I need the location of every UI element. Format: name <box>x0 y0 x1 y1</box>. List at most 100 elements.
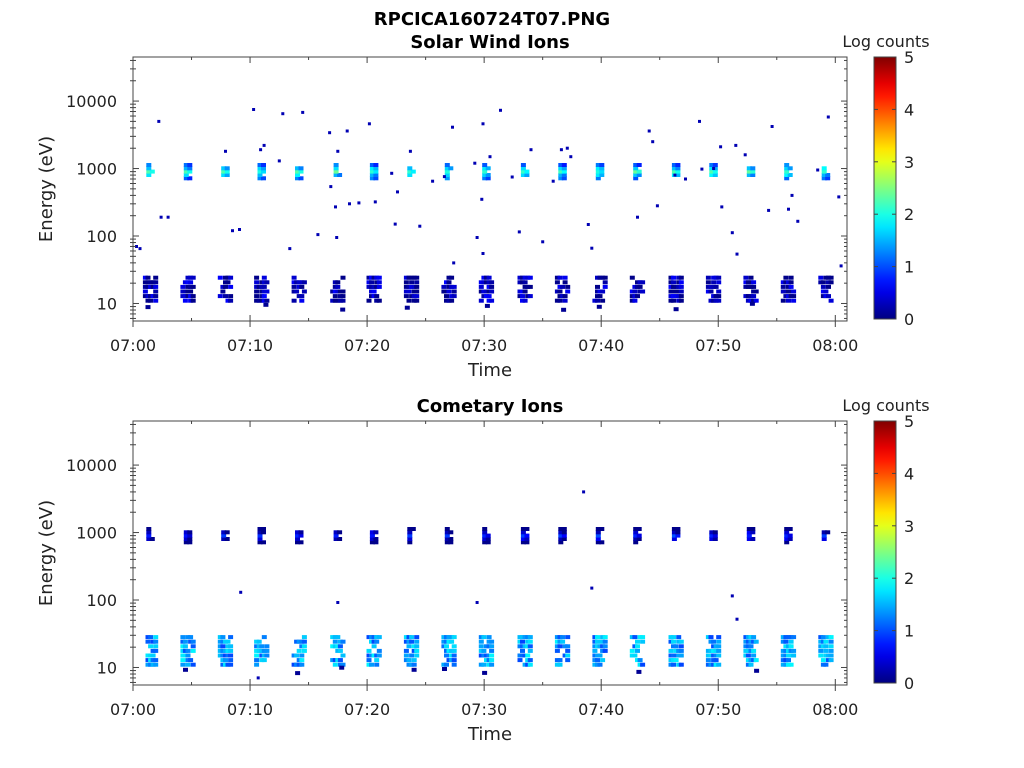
scan-low-cell <box>600 658 606 663</box>
scan-low-cell <box>371 275 377 280</box>
scan-peak-cell <box>295 169 300 174</box>
scan-low-cell <box>786 289 791 294</box>
scan-low-cell <box>554 280 560 285</box>
scan-low-cell <box>560 635 566 640</box>
scan-low-cell <box>254 658 260 663</box>
scan-low-cell <box>150 284 156 289</box>
scan-low-cell <box>522 662 528 667</box>
chart-panel-2: Cometary Ions 07:00 07:10 07:20 07:30 07:40 07… <box>36 396 930 745</box>
scan-low-cell <box>335 280 341 285</box>
scan-low-cell <box>376 284 382 289</box>
scan-low-cell <box>228 658 234 663</box>
scan-low-cell <box>406 639 412 644</box>
scan-peak-cell <box>746 166 752 171</box>
scan-peak-cell <box>675 530 681 535</box>
scan-peak-cell <box>520 173 526 177</box>
scan-low-cell <box>745 644 751 649</box>
scan-peak-cell <box>224 166 230 171</box>
scan-low-cell <box>142 275 148 280</box>
scan-peak-cell <box>482 176 488 181</box>
scan-low-cell <box>264 653 270 658</box>
scan-low-cell <box>635 648 640 653</box>
scan-low-cell <box>481 289 487 294</box>
scan-peak-cell <box>636 163 642 167</box>
scan-peak-cell <box>448 530 454 535</box>
scan-low-cell <box>554 658 560 663</box>
scan-low-cell <box>481 662 487 667</box>
sparse-point <box>238 228 241 231</box>
scan-peak-cell <box>444 173 450 177</box>
scan-peak-cell <box>524 533 530 538</box>
scan-low-cell <box>522 653 528 658</box>
scan-peak-cell <box>485 537 491 541</box>
scan-low-cell <box>444 662 449 667</box>
scan-low-cell <box>818 635 824 640</box>
scan-peak-cell <box>595 530 601 535</box>
scan-low-cell <box>291 275 297 280</box>
scan-low-cell <box>780 639 786 644</box>
scan-peak-cell <box>524 537 530 541</box>
scan-low-cell <box>780 284 786 289</box>
scan-peak-cell <box>333 173 339 177</box>
scan-low-cell <box>301 639 307 644</box>
sparse-point <box>517 230 521 234</box>
sparse-point <box>647 129 651 133</box>
scan-low-cell <box>753 298 759 303</box>
x-tick-label: 07:00 <box>110 336 156 355</box>
scan-peak-cell <box>595 163 601 167</box>
scan-low-cell <box>337 648 343 653</box>
scan-peak-cell <box>257 163 263 167</box>
sparse-point <box>329 185 333 189</box>
scan-peak-cell <box>485 173 491 177</box>
scan-low-cell <box>671 644 676 649</box>
sparse-point <box>138 247 142 251</box>
scan-low-cell <box>414 635 420 640</box>
scan-peak-cell <box>149 537 155 541</box>
scan-low-cell <box>786 284 791 289</box>
scan-peak-cell <box>558 537 564 541</box>
scan-low-cell <box>153 294 159 299</box>
scan-low-cell <box>449 275 455 280</box>
scan-low-cell <box>565 289 571 294</box>
scan-peak-cell <box>183 163 189 167</box>
scan-low-cell <box>676 639 682 644</box>
scan-low-cell <box>791 298 797 303</box>
scan-low-cell <box>671 284 676 289</box>
scan-low-cell <box>374 639 380 644</box>
scan-peak-cell <box>671 533 677 538</box>
scan-peak-cell <box>261 176 266 181</box>
x-tick-label: 07:30 <box>461 700 507 719</box>
scan-low-cell <box>414 653 420 658</box>
scan-low-cell <box>602 275 608 280</box>
scan-low-cell <box>554 644 560 649</box>
scan-peak-cell <box>257 527 263 531</box>
scan-low-cell <box>188 275 194 280</box>
colorbar-tick-label: 0 <box>904 674 914 693</box>
scan-low-cell <box>527 644 533 649</box>
scan-low-cell <box>296 648 302 653</box>
scan-peak-cell <box>561 169 567 174</box>
colorbar-tick-label: 4 <box>904 464 914 483</box>
scan-low-cell <box>153 284 159 289</box>
scan-peak-cell <box>784 527 790 531</box>
scan-low-cell <box>330 644 336 649</box>
scan-low-cell <box>374 658 380 663</box>
scan-low-cell <box>525 653 531 658</box>
sparse-point <box>475 601 479 604</box>
sparse-point <box>651 140 655 144</box>
scan-low-cell <box>708 635 714 640</box>
scan-peak-cell <box>369 176 375 181</box>
scan-low-cell <box>671 639 676 644</box>
scan-peak-cell <box>671 527 677 531</box>
scan-low-cell <box>340 275 346 280</box>
scan-low-cell <box>711 280 717 285</box>
scan-low-cell <box>705 289 711 294</box>
scan-low-cell <box>478 644 484 649</box>
scan-low-cell <box>299 653 305 658</box>
scan-low-cell <box>780 635 786 640</box>
scan-low-cell <box>217 644 223 649</box>
scan-peak-cell <box>561 533 567 538</box>
scan-low-cell <box>635 639 640 644</box>
scan-low-cell <box>299 644 305 649</box>
scan-low-cell <box>369 653 374 658</box>
